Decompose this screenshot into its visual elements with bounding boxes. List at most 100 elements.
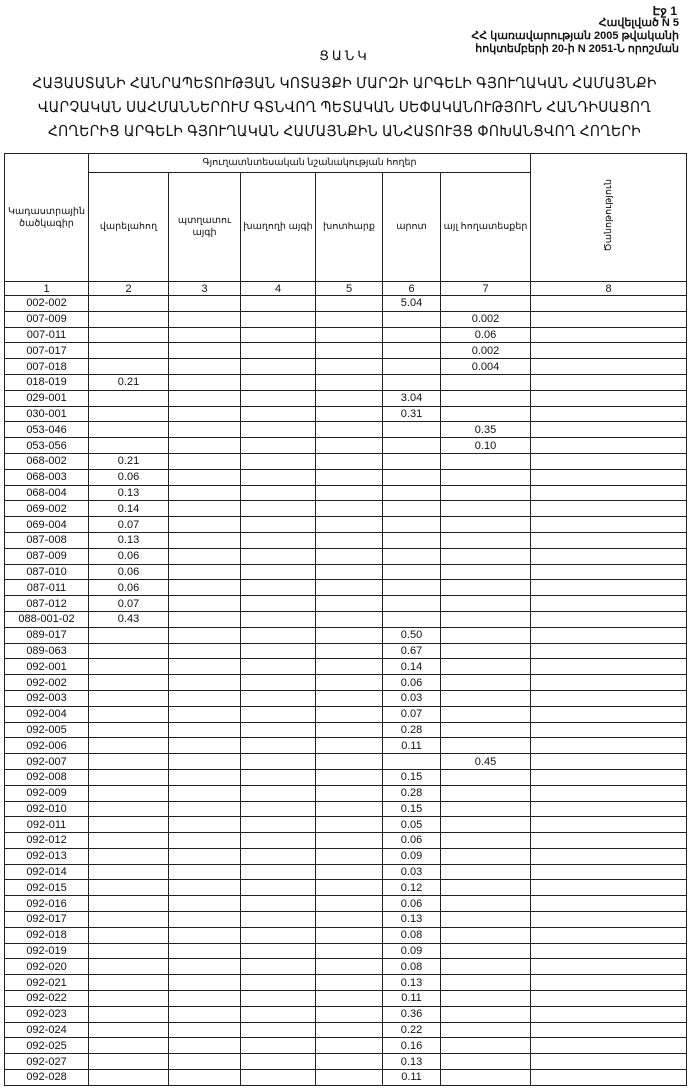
cell-arable xyxy=(88,674,169,691)
cell-arable xyxy=(88,800,169,818)
table-row: 087-011 0.06 xyxy=(4,579,688,597)
cell-vineyard xyxy=(240,563,316,581)
cell-hayfield xyxy=(315,547,383,565)
cell-arable: 0.14 xyxy=(88,500,169,518)
cell-vineyard xyxy=(240,832,316,849)
cell-vineyard xyxy=(240,642,316,660)
cell-note xyxy=(530,626,688,644)
cell-note xyxy=(530,1021,688,1039)
cell-orchard xyxy=(168,342,241,360)
cell-note xyxy=(530,942,688,960)
table-row: 007-018 0.004 xyxy=(4,358,688,375)
cell-cadastral-code: 092-012 xyxy=(4,832,89,849)
table-row: 087-010 0.06 xyxy=(4,563,688,581)
cell-orchard xyxy=(168,405,241,423)
cell-cadastral-code: 092-004 xyxy=(4,705,89,723)
table-row: 092-009 0.28 xyxy=(4,784,688,802)
cell-arable xyxy=(88,1069,169,1086)
table-row: 092-021 0.13 xyxy=(4,974,688,992)
cell-cadastral-code: 092-010 xyxy=(4,800,89,818)
cell-orchard xyxy=(168,816,241,834)
column-number: 3 xyxy=(168,281,241,296)
cell-other-land: 0.004 xyxy=(439,358,532,375)
cell-note xyxy=(530,547,688,565)
cell-orchard xyxy=(168,926,241,944)
table-row: 092-020 0.08 xyxy=(4,958,688,976)
cell-hayfield xyxy=(315,990,383,1007)
cell-other-land xyxy=(439,895,532,913)
cell-other-land xyxy=(439,942,532,960)
cell-vineyard xyxy=(240,1069,316,1086)
cell-orchard xyxy=(168,579,241,597)
cell-orchard xyxy=(168,958,241,976)
cell-arable xyxy=(88,753,169,770)
cell-note xyxy=(530,689,688,707)
cell-cadastral-code: 092-018 xyxy=(4,926,89,944)
cell-arable xyxy=(88,847,169,865)
table-row: 092-008 0.15 xyxy=(4,768,688,786)
cell-other-land xyxy=(439,516,532,533)
cell-pasture xyxy=(382,563,441,581)
cell-arable xyxy=(88,689,169,707)
cell-pasture: 0.15 xyxy=(382,800,441,818)
cell-note xyxy=(530,847,688,865)
cell-hayfield xyxy=(315,452,383,470)
cell-hayfield xyxy=(315,816,383,834)
cell-note xyxy=(530,895,688,913)
table-row: 018-019 0.21 xyxy=(4,373,688,391)
cell-other-land xyxy=(439,295,532,312)
cell-vineyard xyxy=(240,358,316,375)
column-header-hayfield: խոտհարք xyxy=(315,172,383,282)
table-row: 068-003 0.06 xyxy=(4,468,688,486)
cell-cadastral-code: 092-011 xyxy=(4,816,89,834)
cell-pasture xyxy=(382,310,441,328)
cell-cadastral-code: 092-016 xyxy=(4,895,89,913)
cell-arable xyxy=(88,326,169,344)
cell-vineyard xyxy=(240,326,316,344)
cell-pasture: 0.07 xyxy=(382,705,441,723)
cell-other-land xyxy=(439,484,532,502)
cell-cadastral-code: 007-017 xyxy=(4,342,89,360)
annex-line: ՀՀ կառավարության 2005 թվականի xyxy=(471,30,679,42)
cell-vineyard xyxy=(240,1005,316,1023)
table-row: 092-017 0.13 xyxy=(4,911,688,928)
cell-note xyxy=(530,610,688,628)
column-header-vineyard: խաղողի այգի xyxy=(240,172,316,282)
cell-other-land: 0.45 xyxy=(439,753,532,770)
column-header-orchard: պտղատու այգի xyxy=(168,172,241,282)
cell-hayfield xyxy=(315,531,383,549)
cell-arable xyxy=(88,1053,169,1071)
cell-note xyxy=(530,1037,688,1055)
cell-arable xyxy=(88,879,169,897)
cell-cadastral-code: 092-007 xyxy=(4,753,89,770)
cell-other-land xyxy=(439,863,532,881)
cell-vineyard xyxy=(240,863,316,881)
cell-arable xyxy=(88,342,169,360)
cell-pasture: 0.09 xyxy=(382,942,441,960)
cell-hayfield xyxy=(315,753,383,770)
cell-vineyard xyxy=(240,452,316,470)
cell-other-land xyxy=(439,1069,532,1086)
cell-note xyxy=(530,468,688,486)
cell-note xyxy=(530,373,688,391)
cell-arable xyxy=(88,295,169,312)
column-number: 6 xyxy=(382,281,441,296)
cell-note xyxy=(530,563,688,581)
cell-pasture: 0.14 xyxy=(382,658,441,676)
column-number: 2 xyxy=(88,281,169,296)
cell-arable xyxy=(88,768,169,786)
cell-other-land xyxy=(439,674,532,691)
cell-arable xyxy=(88,1037,169,1055)
cell-other-land xyxy=(439,642,532,660)
cell-other-land xyxy=(439,563,532,581)
column-number: 7 xyxy=(439,281,532,296)
cell-arable xyxy=(88,310,169,328)
cell-pasture: 0.06 xyxy=(382,832,441,849)
cell-hayfield xyxy=(315,389,383,407)
cell-cadastral-code: 069-002 xyxy=(4,500,89,518)
cell-cadastral-code: 092-005 xyxy=(4,721,89,739)
cell-arable: 0.06 xyxy=(88,468,169,486)
cell-note xyxy=(530,926,688,944)
table-row: 007-009 0.002 xyxy=(4,310,688,328)
